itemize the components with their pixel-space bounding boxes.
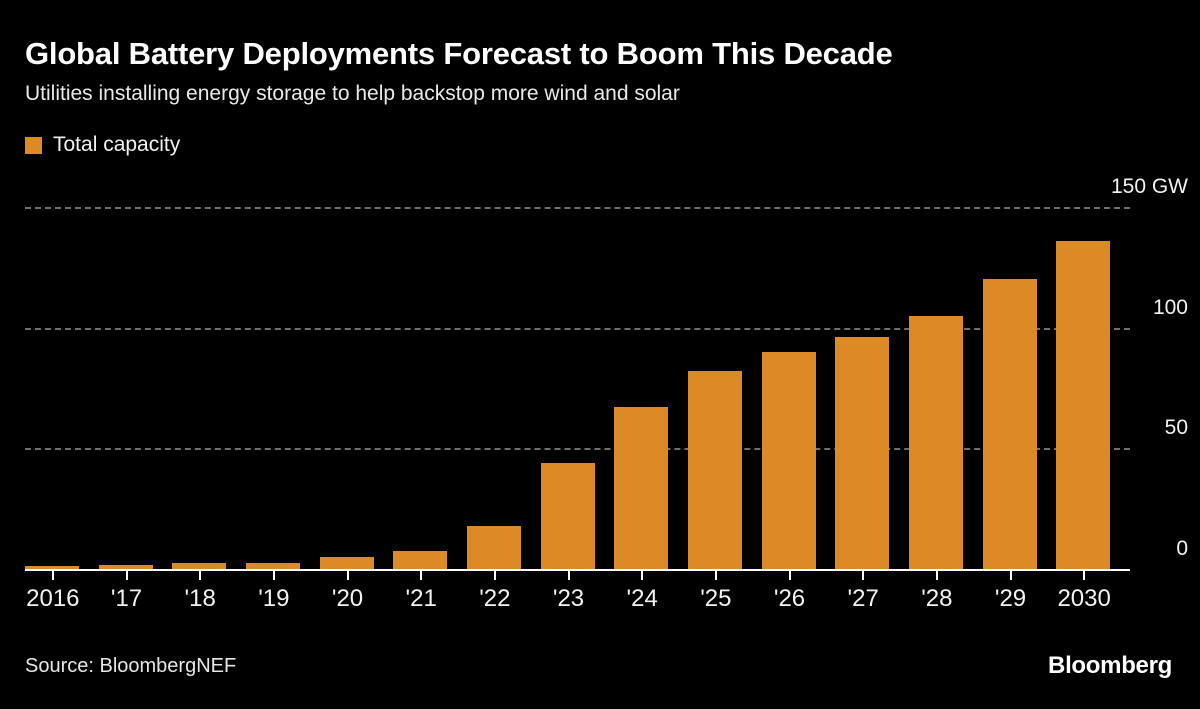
chart-subtitle: Utilities installing energy storage to h… <box>25 82 680 105</box>
x-tick-label-26: '26 <box>773 585 806 612</box>
chart-legend: Total capacity <box>25 133 180 157</box>
y-tick-label-150: 150 GW <box>1110 175 1188 198</box>
bar-21 <box>393 550 448 569</box>
x-tick-2016 <box>51 571 54 580</box>
bloomberg-logo: Bloomberg <box>1048 652 1172 679</box>
bar-29 <box>982 279 1037 569</box>
x-tick-label-25: '25 <box>700 585 732 612</box>
x-tick-label-21: '21 <box>405 585 437 612</box>
y-tick-label-0: 0 <box>1176 537 1188 560</box>
x-tick-label-18: '18 <box>184 585 216 612</box>
bar-19 <box>245 562 300 569</box>
x-tick-28 <box>935 571 938 580</box>
x-tick-18 <box>199 571 202 580</box>
x-tick-21 <box>420 571 423 580</box>
x-tick-25 <box>714 571 717 580</box>
bar-26 <box>761 351 816 569</box>
x-tick-29 <box>1009 571 1012 580</box>
bar-22 <box>466 525 521 569</box>
x-tick-26 <box>788 571 791 580</box>
x-tick-label-19: '19 <box>258 585 290 612</box>
x-tick-label-28: '28 <box>921 585 953 612</box>
gridline-150 <box>25 207 1130 209</box>
legend-label-total-capacity: Total capacity <box>53 133 181 156</box>
x-tick-label-23: '23 <box>552 585 585 612</box>
bar-17 <box>98 564 153 569</box>
bar-2016 <box>24 566 79 569</box>
bar-27 <box>835 337 890 569</box>
bar-25 <box>687 371 742 569</box>
x-tick-label-24: '24 <box>626 585 658 612</box>
bar-18 <box>172 562 227 569</box>
x-tick-23 <box>567 571 570 580</box>
page-title: Global Battery Deployments Forecast to B… <box>25 36 893 71</box>
source-note: Source: BloombergNEF <box>25 655 237 677</box>
bar-28 <box>908 315 963 569</box>
x-tick-label-27: '27 <box>847 585 879 612</box>
gridline-50 <box>25 448 1130 451</box>
x-tick-17 <box>125 571 128 580</box>
x-axis-line <box>25 569 1130 571</box>
y-tick-label-100: 100 <box>1152 295 1188 319</box>
x-tick-2030 <box>1083 571 1086 580</box>
x-tick-label-2030: 2030 <box>1057 585 1111 612</box>
x-tick-label-20: '20 <box>331 585 364 612</box>
y-tick-label-50: 50 <box>1164 416 1188 440</box>
x-tick-22 <box>493 571 496 580</box>
x-tick-20 <box>346 571 349 580</box>
x-tick-24 <box>641 571 644 580</box>
bar-20 <box>319 556 374 569</box>
x-tick-27 <box>862 571 865 580</box>
x-tick-label-2016: 2016 <box>26 585 80 612</box>
x-tick-19 <box>272 571 275 580</box>
bar-24 <box>614 407 669 569</box>
x-tick-label-17: '17 <box>110 585 143 612</box>
bar-23 <box>540 462 595 569</box>
x-tick-label-22: '22 <box>479 585 511 612</box>
bar-2030 <box>1056 240 1111 569</box>
gridline-100 <box>25 327 1130 330</box>
legend-swatch-total-capacity <box>25 136 42 154</box>
x-tick-label-29: '29 <box>994 585 1027 612</box>
